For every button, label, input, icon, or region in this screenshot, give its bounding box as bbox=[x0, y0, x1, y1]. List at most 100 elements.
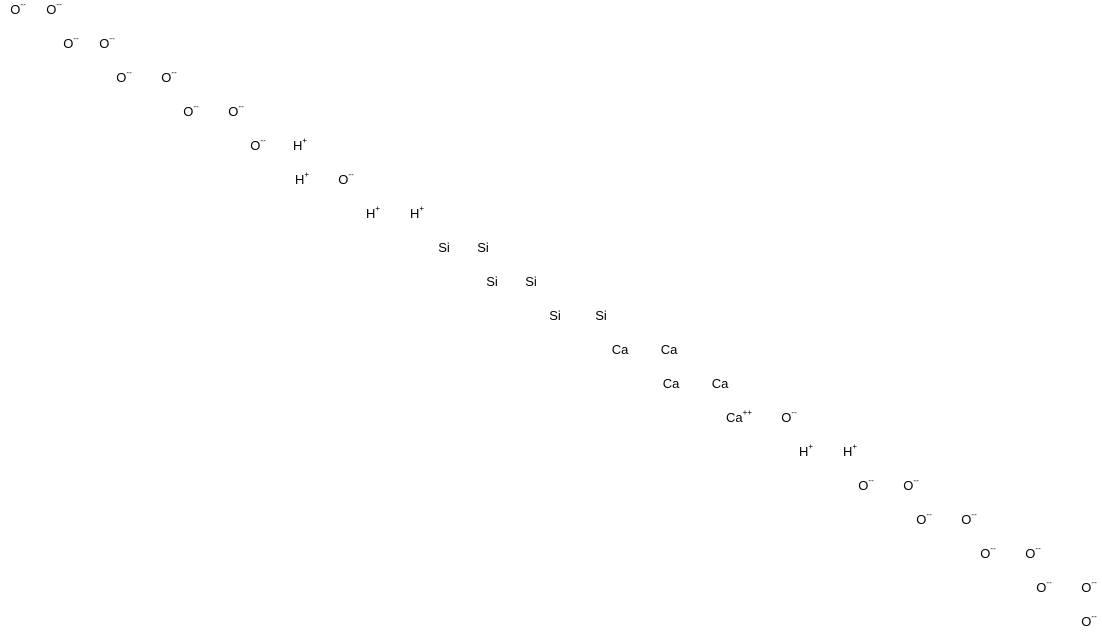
atom-symbol: H bbox=[295, 172, 304, 187]
atom-symbol: H bbox=[799, 444, 808, 459]
atom-symbol: Si bbox=[525, 274, 537, 289]
atom-charge: -- bbox=[926, 510, 931, 519]
atom-charge: -- bbox=[1091, 578, 1096, 587]
atom-si3: Si bbox=[486, 274, 498, 290]
atom-symbol: H bbox=[843, 444, 852, 459]
atom-symbol: O bbox=[63, 36, 73, 51]
atom-h5: H+ bbox=[799, 444, 813, 460]
atom-symbol: O bbox=[961, 512, 971, 527]
atom-si2: Si bbox=[477, 240, 489, 256]
atom-o5: O-- bbox=[116, 70, 131, 86]
atom-symbol: O bbox=[781, 410, 791, 425]
atom-charge: -- bbox=[73, 34, 78, 43]
atom-o11: O-- bbox=[781, 410, 796, 426]
atom-charge: + bbox=[375, 204, 380, 213]
atom-charge: -- bbox=[126, 68, 131, 77]
atom-charge: -- bbox=[913, 476, 918, 485]
atom-ca1: Ca bbox=[612, 342, 629, 358]
atom-o14: O-- bbox=[916, 512, 931, 528]
atom-si5: Si bbox=[549, 308, 561, 324]
atom-symbol: Si bbox=[486, 274, 498, 289]
atom-symbol: H bbox=[410, 206, 419, 221]
atom-symbol: O bbox=[228, 104, 238, 119]
atom-si4: Si bbox=[525, 274, 537, 290]
atom-symbol: O bbox=[250, 138, 260, 153]
atom-symbol: O bbox=[1036, 580, 1046, 595]
atom-o3: O-- bbox=[63, 36, 78, 52]
atom-ca3: Ca bbox=[663, 376, 680, 392]
atom-charge: -- bbox=[1035, 544, 1040, 553]
atom-h2: H+ bbox=[295, 172, 309, 188]
atom-charge: -- bbox=[971, 510, 976, 519]
atom-charge: -- bbox=[1046, 578, 1051, 587]
atom-symbol: O bbox=[1081, 580, 1091, 595]
atom-charge: -- bbox=[260, 136, 265, 145]
atom-symbol: Si bbox=[549, 308, 561, 323]
atom-symbol: O bbox=[903, 478, 913, 493]
atom-si1: Si bbox=[438, 240, 450, 256]
atom-h3: H+ bbox=[366, 206, 380, 222]
atom-symbol: Ca bbox=[612, 342, 629, 357]
atom-si6: Si bbox=[595, 308, 607, 324]
atom-o16: O-- bbox=[980, 546, 995, 562]
atom-ca4: Ca bbox=[712, 376, 729, 392]
atom-o15: O-- bbox=[961, 512, 976, 528]
atom-charge: -- bbox=[1091, 612, 1096, 621]
atom-h1: H+ bbox=[293, 138, 307, 154]
atom-symbol: O bbox=[116, 70, 126, 85]
atom-o1: O-- bbox=[10, 2, 25, 18]
atom-symbol: Si bbox=[477, 240, 489, 255]
atom-symbol: O bbox=[1081, 614, 1091, 629]
atom-o8: O-- bbox=[228, 104, 243, 120]
atom-symbol: O bbox=[916, 512, 926, 527]
atom-symbol: O bbox=[46, 2, 56, 17]
atom-charge: -- bbox=[348, 170, 353, 179]
atom-h6: H+ bbox=[843, 444, 857, 460]
atom-charge: -- bbox=[20, 0, 25, 9]
atom-charge: + bbox=[419, 204, 424, 213]
atom-o4: O-- bbox=[99, 36, 114, 52]
atom-symbol: Ca bbox=[726, 410, 743, 425]
atom-charge: -- bbox=[171, 68, 176, 77]
atom-charge: -- bbox=[109, 34, 114, 43]
atom-symbol: O bbox=[1025, 546, 1035, 561]
atom-symbol: Si bbox=[595, 308, 607, 323]
atom-charge: + bbox=[302, 136, 307, 145]
atom-charge: + bbox=[852, 442, 857, 451]
atom-o2: O-- bbox=[46, 2, 61, 18]
atom-charge: + bbox=[808, 442, 813, 451]
atom-symbol: H bbox=[293, 138, 302, 153]
atom-o12: O-- bbox=[858, 478, 873, 494]
atom-symbol: Ca bbox=[663, 376, 680, 391]
atom-o9: O-- bbox=[250, 138, 265, 154]
atom-symbol: H bbox=[366, 206, 375, 221]
atom-ca2: Ca bbox=[661, 342, 678, 358]
atom-charge: ++ bbox=[743, 408, 752, 417]
atom-symbol: O bbox=[99, 36, 109, 51]
atom-symbol: Ca bbox=[661, 342, 678, 357]
atom-symbol: O bbox=[858, 478, 868, 493]
atom-symbol: O bbox=[338, 172, 348, 187]
atom-o19: O-- bbox=[1081, 580, 1096, 596]
atom-o6: O-- bbox=[161, 70, 176, 86]
atom-symbol: O bbox=[161, 70, 171, 85]
atom-charge: -- bbox=[56, 0, 61, 9]
atom-o10: O-- bbox=[338, 172, 353, 188]
atom-o7: O-- bbox=[183, 104, 198, 120]
atom-o20: O-- bbox=[1081, 614, 1096, 630]
chemical-structure-canvas: O--O--O--O--O--O--O--O--O--H+H+O--H+H+Si… bbox=[0, 0, 1102, 642]
atom-symbol: O bbox=[980, 546, 990, 561]
atom-symbol: Ca bbox=[712, 376, 729, 391]
atom-o13: O-- bbox=[903, 478, 918, 494]
atom-ca5: Ca++ bbox=[726, 410, 752, 426]
atom-o17: O-- bbox=[1025, 546, 1040, 562]
atom-charge: -- bbox=[791, 408, 796, 417]
atom-o18: O-- bbox=[1036, 580, 1051, 596]
atom-symbol: O bbox=[183, 104, 193, 119]
atom-charge: -- bbox=[238, 102, 243, 111]
atom-h4: H+ bbox=[410, 206, 424, 222]
atom-charge: -- bbox=[868, 476, 873, 485]
atom-symbol: O bbox=[10, 2, 20, 17]
atom-charge: -- bbox=[193, 102, 198, 111]
atom-symbol: Si bbox=[438, 240, 450, 255]
